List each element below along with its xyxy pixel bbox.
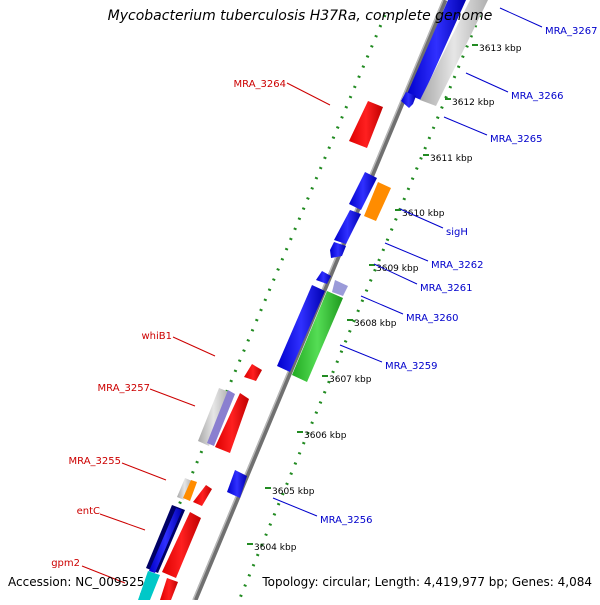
gene-arrow-reverse[interactable]: [162, 512, 201, 578]
gene-arrow-forward[interactable]: [316, 271, 331, 284]
gene-arrow-forward[interactable]: [401, 92, 416, 108]
gene-label-reverse[interactable]: whiB1: [141, 331, 172, 342]
gene-label-forward[interactable]: MRA_3259: [385, 361, 437, 372]
accession-text: Accession: NC_009525: [8, 575, 145, 589]
gene-arrow-reverse[interactable]: [215, 393, 249, 453]
gene-leader-line: [272, 497, 318, 517]
gene-arrow-reverse[interactable]: [349, 101, 383, 148]
gene-label-reverse[interactable]: MRA_3264: [234, 79, 286, 90]
gene-arrow-forward[interactable]: [334, 210, 361, 244]
gene-leader-line: [465, 72, 509, 93]
gene-label-forward[interactable]: MRA_3256: [320, 515, 372, 526]
gene-leader-line: [121, 462, 167, 481]
gene-arrow-pseudo-blue[interactable]: [332, 280, 348, 296]
gene-leader-line: [172, 336, 216, 357]
gene-arrow-rna[interactable]: [364, 182, 391, 221]
gene-leader-line: [399, 208, 444, 229]
gene-leader-line: [373, 263, 418, 285]
topology-text: Topology: circular; Length: 4,419,977 bp…: [262, 575, 592, 589]
gene-leader-line: [99, 513, 146, 531]
gene-leader-line: [81, 565, 126, 584]
gene-label-reverse[interactable]: entC: [77, 506, 100, 517]
ruler-tick-label: 3610 kbp: [402, 209, 445, 219]
gene-arrow-forward[interactable]: [330, 242, 346, 258]
gene-arrow-reverse[interactable]: [244, 364, 262, 381]
gene-arrow-pseudo[interactable]: [420, 0, 488, 106]
gene-arrow-reverse[interactable]: [193, 485, 212, 506]
gene-leader-line: [149, 388, 196, 407]
gene-leader-line: [286, 82, 331, 106]
gene-label-forward[interactable]: MRA_3261: [420, 283, 472, 294]
ruler-tick-label: 3607 kbp: [329, 375, 372, 385]
ruler-tick-label: 3605 kbp: [272, 487, 315, 497]
ruler-tick-label: 3606 kbp: [304, 431, 347, 441]
gene-label-reverse[interactable]: gpm2: [51, 558, 80, 569]
gene-leader-line: [339, 344, 383, 363]
ruler-tick-label: 3612 kbp: [452, 98, 495, 108]
ruler-ticks: 3604 kbp 3605 kbp 3606 kbp 3607 kbp 3608 kbp…: [247, 44, 522, 553]
gene-labels: MRA_3267 MRA_3266 MRA_3265 sigH MRA_3262 MRA_…: [51, 7, 597, 584]
gene-arrow-pseudo[interactable]: [177, 478, 192, 500]
gene-label-reverse[interactable]: MRA_3257: [98, 383, 150, 394]
gene-leader-line: [360, 295, 404, 315]
gene-leader-line: [443, 116, 488, 136]
gene-leader-line: [384, 242, 429, 262]
gene-label-forward[interactable]: MRA_3260: [406, 313, 458, 324]
ruler-tick-label: 3613 kbp: [479, 44, 522, 54]
ruler-tick-label: 3611 kbp: [430, 154, 473, 164]
gene-label-forward[interactable]: MRA_3266: [511, 91, 563, 102]
ruler-tick-label: 3609 kbp: [376, 264, 419, 274]
ruler-tick-label: 3608 kbp: [354, 319, 397, 329]
gene-arrow-forward[interactable]: [227, 470, 247, 498]
gene-arrow-forward[interactable]: [149, 508, 182, 573]
gene-arrow-reverse[interactable]: [160, 578, 178, 600]
ruler-tick-label: 3604 kbp: [254, 543, 297, 553]
gene-label-forward[interactable]: MRA_3267: [545, 26, 597, 37]
gene-label-forward[interactable]: sigH: [446, 227, 468, 238]
gene-label-forward[interactable]: MRA_3265: [490, 134, 542, 145]
gene-arrow-rna[interactable]: [183, 480, 197, 501]
gene-arrow-other[interactable]: [292, 291, 343, 382]
gene-label-forward[interactable]: MRA_3262: [431, 260, 483, 271]
gene-leader-line: [499, 7, 543, 28]
gene-arrow-pseudo-blue[interactable]: [207, 390, 235, 446]
gc-track-inner: [238, 14, 482, 599]
gene-arrow-forward[interactable]: [407, 0, 466, 100]
gene-arrow-forward[interactable]: [277, 285, 325, 372]
gene-arrow-pseudo[interactable]: [198, 388, 229, 446]
map-title: Mycobacterium tuberculosis H37Ra, comple…: [107, 8, 493, 24]
gene-label-reverse[interactable]: MRA_3255: [69, 456, 121, 467]
gene-arrow-cyan[interactable]: [138, 571, 160, 600]
gene-arrow-forward[interactable]: [349, 172, 377, 210]
